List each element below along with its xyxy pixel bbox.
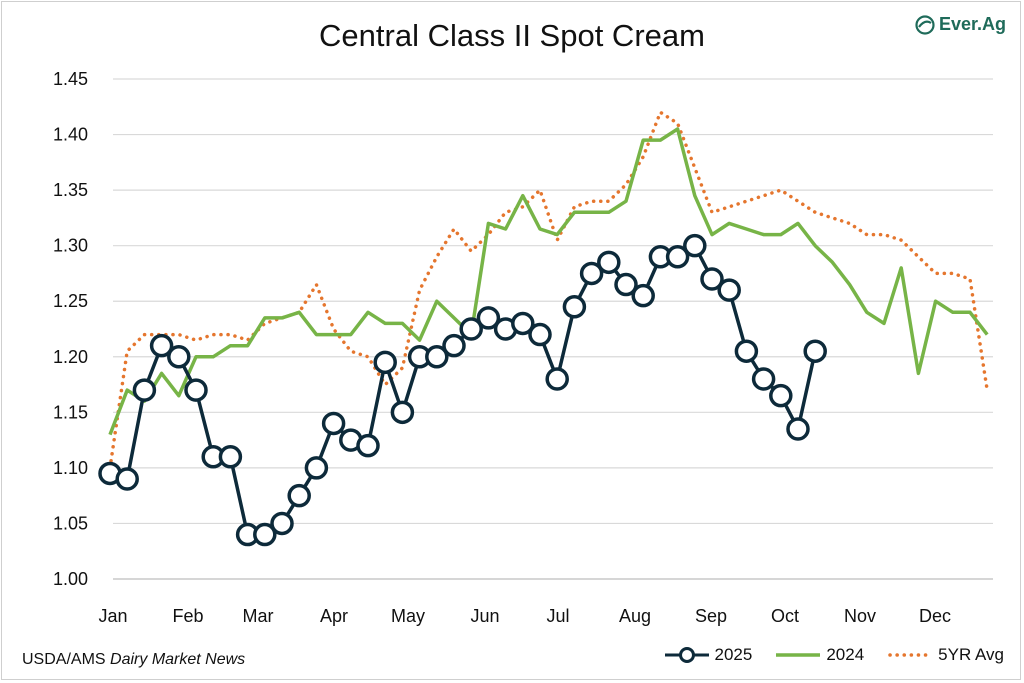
- data-point-2025: [786, 417, 810, 441]
- legend-marker-2024: [776, 653, 821, 657]
- source-publication: Dairy Market News: [110, 651, 246, 668]
- data-point-2025: [425, 345, 449, 369]
- data-point-2025: [717, 278, 741, 302]
- legend-marker-2025: [664, 647, 709, 663]
- data-point-2025: [287, 483, 311, 508]
- x-tick-label: Aug: [619, 606, 651, 626]
- y-tick-label: 1.25: [53, 291, 88, 311]
- data-point-2025: [149, 333, 174, 358]
- chart-legend: 2025 2024 5YR Avg: [664, 645, 1004, 665]
- data-point-2025: [562, 295, 587, 319]
- legend-marker-5yr-avg: [888, 653, 933, 657]
- data-point-2025: [803, 339, 827, 363]
- data-point-2025: [132, 378, 157, 402]
- grid-lines: [113, 78, 993, 580]
- data-point-2025: [321, 411, 346, 436]
- x-tick-label: Oct: [771, 606, 799, 626]
- data-point-2025: [390, 400, 415, 425]
- x-tick-label: May: [391, 606, 425, 626]
- y-tick-label: 1.05: [53, 513, 88, 533]
- data-point-2025: [356, 433, 380, 458]
- legend-item-2024: 2024: [776, 645, 864, 665]
- data-point-2025: [614, 272, 638, 297]
- data-point-2025: [167, 345, 191, 369]
- x-tick-label: Jun: [470, 606, 499, 626]
- x-tick-label: Apr: [320, 606, 348, 626]
- data-point-2025: [218, 445, 243, 469]
- source-agency: USDA/AMS: [22, 651, 106, 668]
- y-tick-label: 1.15: [53, 402, 88, 422]
- data-point-2025: [184, 378, 208, 402]
- logo-text: Ever.Ag: [938, 14, 1006, 34]
- y-tick-label: 1.40: [53, 125, 88, 145]
- legend-item-5yr-avg: 5YR Avg: [888, 645, 1004, 665]
- y-tick-label: 1.30: [53, 236, 88, 256]
- series-line-2024: [108, 127, 989, 436]
- y-tick-label: 1.45: [53, 69, 88, 89]
- legend-label-2025: 2025: [714, 645, 753, 664]
- x-tick-label: Mar: [243, 606, 274, 626]
- data-point-2025: [442, 333, 466, 358]
- data-point-2025: [511, 311, 535, 336]
- everag-logo: Ever.Ag: [915, 14, 1006, 35]
- chart-title: Central Class II Spot Cream: [319, 18, 705, 53]
- data-point-2025: [476, 306, 501, 330]
- y-tick-label: 1.20: [53, 347, 88, 367]
- data-point-2025: [631, 283, 655, 308]
- x-tick-label: Feb: [172, 606, 203, 626]
- series-group: [98, 110, 989, 547]
- x-axis-month-labels: Jan Feb Mar Apr May Jun Jul Aug Sep Oct Nov Dec: [98, 606, 951, 626]
- data-point-2025: [545, 367, 569, 391]
- everag-leaf-icon: [915, 14, 935, 35]
- data-point-2025: [459, 317, 483, 341]
- x-tick-label: Sep: [695, 606, 727, 626]
- data-point-2025: [270, 511, 294, 536]
- data-point-2025: [579, 261, 604, 286]
- y-tick-label: 1.35: [53, 180, 88, 200]
- data-point-2025: [683, 233, 707, 258]
- x-tick-label: Jul: [546, 606, 569, 626]
- data-point-2025: [700, 267, 724, 291]
- y-tick-label: 1.10: [53, 458, 88, 478]
- x-tick-label: Jan: [98, 606, 127, 626]
- legend-label-2024: 2024: [826, 645, 865, 664]
- data-point-2025: [304, 456, 329, 480]
- data-point-2025: [769, 383, 793, 408]
- data-point-2025: [373, 350, 397, 375]
- data-point-2025: [253, 522, 277, 547]
- data-point-2025: [115, 467, 139, 491]
- legend-item-2025: 2025: [664, 645, 753, 665]
- data-point-2025: [528, 322, 552, 347]
- data-point-2025: [751, 367, 776, 391]
- data-point-2025: [665, 245, 690, 269]
- data-point-2025: [597, 250, 621, 275]
- source-note: USDA/AMS Dairy Market News: [22, 651, 245, 669]
- series-line-5yr-avg: [108, 110, 989, 470]
- legend-label-5yr-avg: 5YR Avg: [938, 645, 1004, 664]
- x-tick-label: Nov: [844, 606, 876, 626]
- x-tick-label: Dec: [919, 606, 951, 626]
- y-tick-label: 1.00: [53, 569, 88, 589]
- data-point-2025: [734, 339, 759, 363]
- y-axis-tick-labels: 1.00 1.05 1.10 1.15 1.20 1.25 1.30 1.35 1.40 1.45: [53, 69, 88, 589]
